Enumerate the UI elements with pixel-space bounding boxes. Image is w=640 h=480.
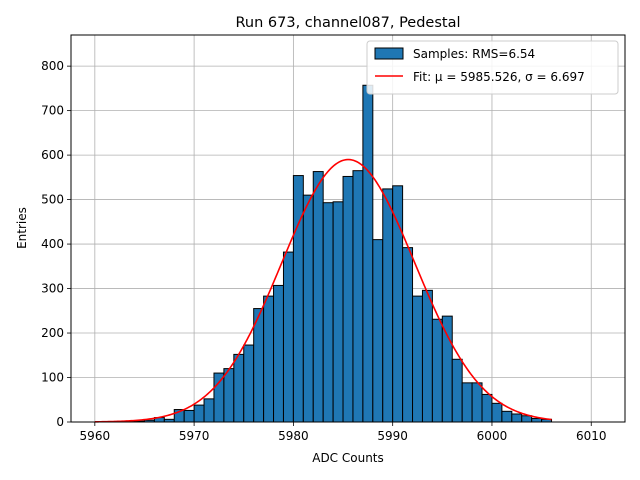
y-tick-label: 300	[41, 282, 64, 296]
x-tick-label: 6000	[477, 429, 508, 443]
histogram-bar	[382, 188, 394, 423]
histogram-bar	[273, 284, 284, 423]
y-tick-label: 400	[41, 237, 64, 251]
histogram-bar	[253, 308, 265, 423]
histogram-bar	[461, 382, 473, 423]
histogram-bar	[282, 251, 294, 423]
histogram-bar	[292, 175, 304, 423]
legend-label-samples: Samples: RMS=6.54	[413, 47, 535, 61]
x-tick-label: 5970	[179, 429, 210, 443]
histogram-bar	[412, 295, 423, 423]
y-tick-label: 200	[41, 326, 64, 340]
y-tick-label: 600	[41, 148, 64, 162]
y-tick-label: 700	[41, 104, 64, 118]
plot-frame	[70, 34, 626, 423]
x-axis-label: ADC Counts	[312, 451, 384, 465]
histogram-bar	[213, 372, 225, 423]
histogram-bar	[441, 315, 453, 423]
histogram-bar	[481, 393, 493, 423]
y-tick-label: 100	[41, 371, 64, 385]
histogram-bar	[302, 194, 314, 423]
histogram-bar	[471, 382, 483, 423]
histogram-bar	[491, 402, 503, 423]
histogram-bar	[501, 410, 513, 423]
y-tick-label: 800	[41, 59, 64, 73]
histogram-bar	[421, 289, 433, 423]
y-axis-label: Entries	[15, 207, 29, 249]
histogram-bar	[451, 358, 463, 423]
histogram-bar	[193, 404, 205, 423]
x-axis-ticks: 5960 5970 5980 5990 6000 6010	[80, 422, 607, 443]
histogram-bar	[312, 171, 324, 423]
histogram-bar	[531, 417, 543, 423]
histogram-bar	[402, 247, 414, 423]
histogram-bar	[372, 239, 384, 423]
x-tick-label: 5990	[377, 429, 408, 443]
histogram-bar	[511, 413, 523, 423]
x-tick-label: 5960	[80, 429, 111, 443]
histogram-bar	[431, 318, 443, 423]
histogram-bar	[183, 409, 195, 423]
fit-curve	[94, 158, 552, 423]
legend: Samples: RMS=6.54 Fit: μ = 5985.526, σ =…	[366, 40, 619, 95]
histogram-bar	[521, 415, 533, 423]
histogram-bars	[124, 84, 553, 423]
legend-box	[366, 40, 619, 95]
histogram-bar	[362, 84, 374, 423]
histogram-bar	[233, 353, 245, 423]
histogram-bar	[352, 170, 364, 423]
x-tick-label: 5980	[278, 429, 309, 443]
histogram-bar	[342, 175, 354, 423]
legend-swatch-samples	[374, 47, 404, 60]
chart-title: Run 673, channel087, Pedestal	[235, 15, 460, 31]
histogram-bar	[263, 295, 275, 423]
histogram-bar	[322, 202, 334, 423]
legend-label-fit: Fit: μ = 5985.526, σ = 6.697	[413, 70, 585, 84]
grid	[71, 35, 625, 423]
x-tick-label: 6010	[576, 429, 607, 443]
y-axis-ticks: 0 100 200 300 400 500 600 700 800	[41, 59, 71, 429]
histogram-bar	[243, 344, 255, 423]
y-tick-label: 0	[56, 415, 64, 429]
histogram-bar	[203, 398, 215, 423]
histogram-bar	[223, 368, 235, 423]
y-tick-label: 500	[41, 193, 64, 207]
histogram-bar	[332, 201, 344, 423]
